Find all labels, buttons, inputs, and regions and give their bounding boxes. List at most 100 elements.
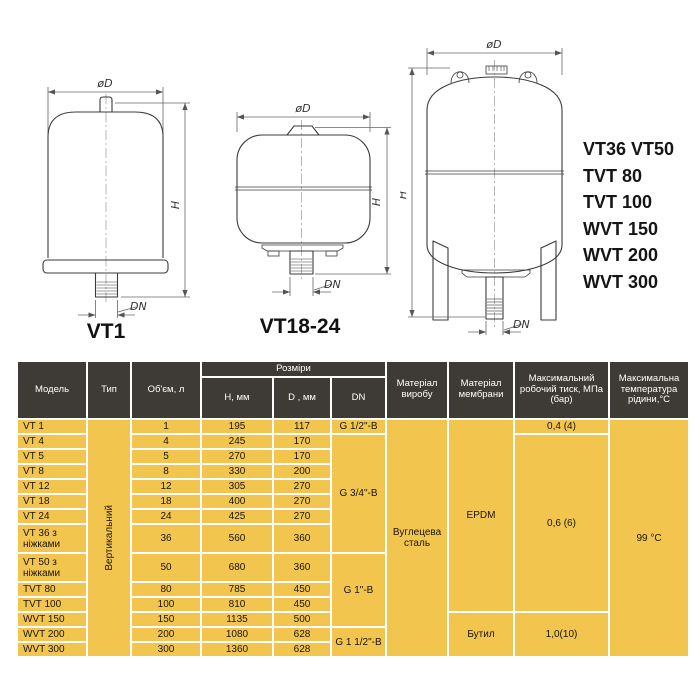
cell-material: Вуглецева сталь <box>385 418 449 658</box>
table-row: VT 24 24 425 270 <box>16 508 689 525</box>
cell-model: VT 8 <box>16 463 88 480</box>
large-height-dimension: H <box>400 67 485 318</box>
cell-d: 360 <box>272 523 332 554</box>
cell-d: 450 <box>272 581 332 598</box>
model-list-item: TVT 80 <box>583 165 643 186</box>
cell-model: VT 50 з ніжками <box>16 552 88 583</box>
table-row: VT 36 з ніжками 36 560 360 <box>16 523 689 554</box>
cell-d: 270 <box>272 478 332 495</box>
large-tank-technical-drawing: øD H <box>400 38 564 335</box>
header-sizes: Розміри <box>200 360 387 378</box>
table-row: VT 12 12 305 270 <box>16 478 689 495</box>
vt18-dn-label: DN <box>324 278 341 291</box>
cell-model: VT 1 <box>16 418 88 435</box>
vt1-diameter-dimension: øD <box>47 77 164 134</box>
cell-h: 400 <box>200 493 274 510</box>
vt18-diameter-label: øD <box>294 102 310 115</box>
large-dn-dimension: DN <box>468 318 530 335</box>
cell-h: 245 <box>200 433 274 450</box>
header-material: Матеріал виробу <box>385 360 449 420</box>
cell-h: 810 <box>200 596 274 613</box>
cell-d: 450 <box>272 596 332 613</box>
vt1-technical-drawing: øD H DN VT1 <box>42 77 190 343</box>
cell-h: 680 <box>200 552 274 583</box>
cell-pressure: 0,6 (6) <box>513 433 610 613</box>
cell-h: 1080 <box>200 626 274 643</box>
large-thread-lines <box>487 298 502 315</box>
cell-h: 1360 <box>200 641 274 658</box>
large-dn-label: DN <box>513 318 530 331</box>
header-row-1: Модель Тип Об'єм, л Розміри Матеріал вир… <box>16 360 690 420</box>
cell-h: 305 <box>200 478 274 495</box>
cell-h: 560 <box>200 523 274 554</box>
cell-h: 195 <box>200 418 274 435</box>
cell-d: 628 <box>272 626 332 643</box>
model-list-item: WVT 150 <box>583 218 659 239</box>
header-volume: Об'єм, л <box>130 360 202 420</box>
table-row: TVT 80 80 785 450 <box>16 581 689 598</box>
model-list-item: WVT 200 <box>583 245 659 265</box>
cell-volume: 200 <box>130 626 202 643</box>
cell-model: VT 12 <box>16 478 88 495</box>
cell-model: WVT 300 <box>16 641 88 658</box>
cell-volume: 12 <box>130 478 202 495</box>
cell-model: VT 24 <box>16 508 88 525</box>
cell-h: 1135 <box>200 611 274 628</box>
cell-dn: G 1 1/2"-B <box>330 626 387 658</box>
vt18-24-technical-drawing: øD H <box>235 102 391 338</box>
header-dn: DN <box>330 376 387 420</box>
cell-temperature: 99 °С <box>608 418 690 658</box>
header-type: Тип <box>86 360 132 420</box>
cell-volume: 18 <box>130 493 202 510</box>
vt1-dn-label: DN <box>130 300 147 313</box>
header-d: D , мм <box>272 376 332 420</box>
large-tank-body <box>425 65 564 321</box>
cell-volume: 8 <box>130 463 202 480</box>
cell-model: WVT 200 <box>16 626 88 643</box>
vt18-caption: VT18-24 <box>260 315 341 338</box>
cell-pressure: 1,0(10) <box>513 611 610 658</box>
cell-volume: 4 <box>130 433 202 450</box>
large-tank-model-list: VT36 VT50 TVT 80 TVT 100 WVT 150 WVT 200… <box>583 136 674 295</box>
vt1-height-label: H <box>169 201 182 209</box>
large-height-label: H <box>400 191 409 199</box>
header-membrane: Матеріал мембрани <box>447 360 515 420</box>
cell-d: 360 <box>272 552 332 583</box>
header-pressure: Максимальний робочий тиск, МПа (бар) <box>513 360 610 420</box>
cell-model: TVT 100 <box>16 596 88 613</box>
vt1-height-dimension: H <box>115 102 190 298</box>
vt18-diameter-dimension: øD <box>236 102 371 132</box>
cell-h: 270 <box>200 448 274 465</box>
cell-h: 330 <box>200 463 274 480</box>
vt18-tank-body <box>235 125 372 275</box>
cell-model: VT 36 з ніжками <box>16 523 88 554</box>
cell-model: TVT 80 <box>16 581 88 598</box>
model-list-item: VT36 VT50 <box>583 139 675 159</box>
vt18-height-label: H <box>370 198 383 206</box>
vt1-dn-dimension: DN <box>78 300 147 318</box>
table-row: VT 8 8 330 200 <box>16 463 689 480</box>
cell-d: 117 <box>272 418 332 435</box>
cell-model: VT 5 <box>16 448 88 465</box>
vt1-thread-lines <box>96 281 117 295</box>
table-row: WVT 150 150 1135 500 Бутил 1,0(10) <box>16 611 689 658</box>
table-row: WVT 200 200 1080 628 G 1 1/2"-B <box>16 626 689 658</box>
cell-model: VT 18 <box>16 493 88 510</box>
cell-d: 500 <box>272 611 332 628</box>
table-row: VT 5 5 270 170 <box>16 448 689 465</box>
vt18-thread-lines <box>291 258 312 272</box>
table-row: VT 4 4 245 170 G 3/4"-B 0,6 (6) <box>16 433 689 613</box>
cell-volume: 50 <box>130 552 202 583</box>
header-temperature: Максимальна температура рідини,°С <box>608 360 690 420</box>
large-diameter-label: øD <box>485 38 501 51</box>
vt1-diameter-label: øD <box>96 77 112 90</box>
table-row: WVT 300 300 1360 628 <box>16 641 689 658</box>
cell-h: 785 <box>200 581 274 598</box>
cell-volume: 100 <box>130 596 202 613</box>
cell-pressure: 0,4 (4) <box>513 418 610 435</box>
table-row: VT 50 з ніжками 50 680 360 G 1"-B <box>16 552 689 628</box>
cell-volume: 36 <box>130 523 202 554</box>
vt18-dn-dimension: DN <box>272 277 341 296</box>
model-list-item: TVT 100 <box>583 192 653 212</box>
